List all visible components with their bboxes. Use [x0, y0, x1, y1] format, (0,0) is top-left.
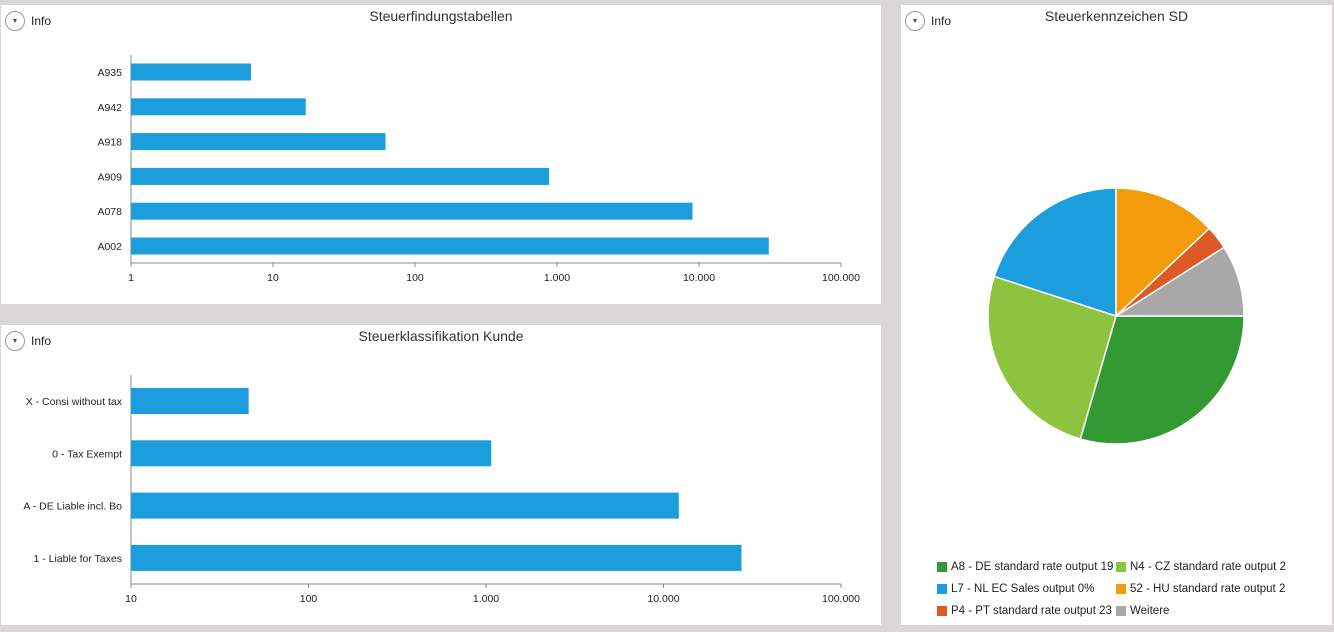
info-label: Info: [31, 14, 52, 28]
legend-item: P4 - PT standard rate output 23: [937, 605, 1117, 617]
legend-swatch: [1116, 606, 1126, 616]
chevron-down-icon[interactable]: ▼: [5, 331, 25, 351]
pie-slice: [1079, 315, 1245, 445]
legend-item: 52 - HU standard rate output 2: [1116, 583, 1292, 595]
info-label: Info: [31, 334, 52, 348]
info-toggle[interactable]: ▼ Info: [5, 331, 51, 351]
info-toggle[interactable]: ▼ Info: [905, 11, 951, 31]
bar: [131, 237, 769, 255]
chart-title: Steuerfindungstabellen: [369, 8, 513, 24]
category-label: A942: [97, 102, 122, 114]
legend-swatch: [1116, 584, 1126, 594]
chevron-down-icon[interactable]: ▼: [5, 11, 25, 31]
chevron-down-icon[interactable]: ▼: [905, 11, 925, 31]
x-tick-label: 1.000: [544, 272, 570, 284]
category-label: A935: [97, 67, 122, 79]
legend-label: Weitere: [1130, 605, 1170, 617]
legend-item: A8 - DE standard rate output 19: [937, 561, 1117, 573]
pie-slice: [987, 275, 1117, 440]
bar-chart: 10 100 1.000 10.000 100.000 X - Consi without…: [23, 375, 860, 605]
x-tick-label: 10: [125, 593, 137, 605]
category-label: A918: [97, 137, 122, 149]
x-tick-label: 10.000: [647, 593, 679, 605]
bar: [131, 133, 386, 151]
legend-label: A8 - DE standard rate output 19: [951, 561, 1114, 573]
bar: [131, 63, 252, 81]
chart-panel-steuerfindungstabellen: ▼ Info Steuerfindungstabellen 1 10 100 1.00…: [1, 5, 881, 304]
legend-swatch: [937, 606, 947, 616]
bar-chart: 1 10 100 1.000 10.000 100.000 A935 A942 A918 A909…: [97, 55, 860, 284]
x-tick-label: 100.000: [822, 272, 860, 284]
legend-swatch: [1116, 562, 1126, 572]
category-label: A - DE Liable incl. Bo: [23, 501, 122, 513]
category-label: A002: [97, 241, 122, 253]
legend-label: P4 - PT standard rate output 23: [951, 605, 1112, 617]
x-tick-label: 1.000: [473, 593, 499, 605]
chart-title: Steuerkennzeichen SD: [1044, 8, 1189, 24]
bar: [131, 492, 679, 519]
x-tick-label: 100.000: [822, 593, 860, 605]
x-tick-label: 100: [300, 593, 318, 605]
bar: [131, 167, 550, 185]
info-label: Info: [931, 14, 952, 28]
pie-chart: [987, 187, 1245, 445]
legend-swatch: [937, 584, 947, 594]
pie-slice: [993, 187, 1117, 318]
chart-panel-steuerkennzeichen-sd: ▼ Info Steuerkennzeichen SD A8 - DE stan…: [901, 5, 1332, 625]
bar: [131, 98, 306, 116]
info-toggle[interactable]: ▼ Info: [5, 11, 51, 31]
legend-label: 52 - HU standard rate output 2: [1130, 583, 1286, 595]
chart-panel-steuerklassifikation-kunde: ▼ Info Steuerklassifikation Kunde 10 100 1…: [1, 325, 881, 625]
category-label: X - Consi without tax: [26, 396, 123, 408]
bar: [131, 388, 249, 414]
legend-label: N4 - CZ standard rate output 2: [1130, 561, 1286, 573]
x-tick-label: 100: [406, 272, 424, 284]
bar: [131, 544, 742, 571]
category-label: A909: [97, 171, 122, 183]
category-label: 0 - Tax Exempt: [52, 448, 122, 460]
category-label: A078: [97, 206, 122, 218]
legend-item: Weitere: [1116, 605, 1292, 617]
pie-slice: [1115, 187, 1211, 318]
legend-swatch: [937, 562, 947, 572]
category-label: 1 - Liable for Taxes: [33, 553, 122, 565]
x-tick-label: 10.000: [683, 272, 715, 284]
legend-item: N4 - CZ standard rate output 2: [1116, 561, 1292, 573]
bar: [131, 202, 693, 220]
pie-slice: [1113, 246, 1245, 317]
legend-item: L7 - NL EC Sales output 0%: [937, 583, 1117, 595]
x-tick-label: 10: [267, 272, 279, 284]
x-tick-label: 1: [128, 272, 134, 284]
chart-title: Steuerklassifikation Kunde: [358, 328, 524, 344]
legend-label: L7 - NL EC Sales output 0%: [951, 583, 1095, 595]
bar: [131, 440, 492, 467]
